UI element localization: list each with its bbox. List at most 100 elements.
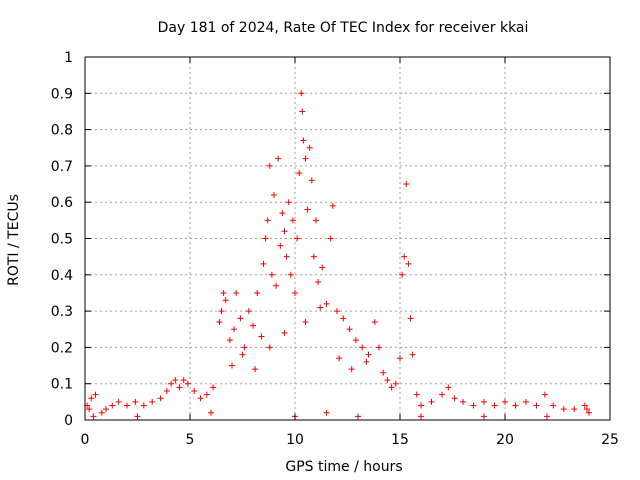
data-point	[392, 380, 399, 387]
data-point	[439, 391, 445, 398]
data-point	[285, 199, 292, 206]
data-point	[203, 391, 210, 398]
data-point	[92, 391, 99, 398]
data-point	[544, 413, 550, 420]
data-point	[336, 355, 343, 362]
y-tick-label: 0.4	[51, 268, 73, 284]
data-point	[163, 387, 170, 394]
data-point	[109, 402, 116, 409]
y-tick-label: 0.5	[51, 232, 73, 248]
data-point	[550, 402, 557, 409]
data-point	[302, 318, 309, 325]
data-point	[176, 384, 183, 391]
data-point	[292, 289, 298, 296]
data-point	[348, 366, 355, 373]
data-point	[172, 377, 179, 384]
data-point	[418, 413, 424, 420]
data-point	[296, 170, 303, 177]
ticks-layer: 0 5 10 15 20 25 0 0.1 0.2 0.3 0.4 0.5 0.6 0.7 0.8 0.9 1	[51, 50, 619, 448]
data-point	[220, 289, 227, 296]
data-point	[268, 271, 275, 278]
y-tick-label: 0.8	[51, 123, 73, 139]
x-axis-label: GPS time / hours	[285, 459, 402, 475]
data-point	[294, 235, 301, 242]
data-point	[401, 253, 408, 260]
data-point	[397, 355, 403, 362]
data-point	[560, 406, 567, 413]
data-point	[266, 344, 273, 351]
data-point	[571, 406, 578, 413]
data-point	[371, 318, 378, 325]
chart-title: Day 181 of 2024, Rate Of TEC Index for r…	[158, 20, 529, 36]
data-point	[365, 351, 372, 358]
data-point	[300, 137, 307, 144]
data-point	[428, 398, 435, 405]
data-point	[346, 326, 353, 333]
data-point	[266, 162, 273, 169]
data-point	[229, 362, 235, 369]
data-point	[308, 177, 315, 184]
data-point	[355, 413, 361, 420]
data-point	[323, 300, 330, 307]
y-tick-label: 0.9	[51, 86, 73, 102]
data-point	[277, 242, 284, 249]
data-point	[273, 282, 280, 289]
data-point	[460, 398, 466, 405]
data-point	[299, 108, 306, 115]
data-point	[252, 366, 259, 373]
data-point	[157, 395, 164, 402]
data-point	[363, 358, 370, 365]
data-point	[306, 144, 313, 151]
data-point	[405, 260, 412, 267]
data-point	[313, 217, 319, 224]
data-point	[98, 409, 105, 416]
data-point	[407, 315, 414, 322]
x-tick-label: 0	[81, 432, 90, 448]
data-point	[359, 344, 366, 351]
data-point	[541, 391, 548, 398]
data-point	[231, 326, 238, 333]
x-tick-label: 25	[601, 432, 619, 448]
x-tick-label: 15	[391, 432, 409, 448]
data-point	[334, 308, 340, 315]
data-point	[216, 318, 223, 325]
data-point	[329, 202, 336, 209]
data-point	[512, 402, 519, 409]
data-point	[103, 406, 109, 413]
data-point	[134, 413, 141, 420]
y-tick-label: 0.7	[51, 159, 73, 175]
data-point	[218, 308, 225, 315]
data-point	[140, 402, 147, 409]
data-point	[191, 387, 198, 394]
data-point	[258, 333, 265, 340]
data-point	[281, 228, 288, 235]
x-tick-label: 10	[286, 432, 304, 448]
y-tick-label: 0.1	[51, 377, 73, 393]
data-point	[388, 384, 395, 391]
data-point	[298, 90, 305, 97]
data-point	[222, 297, 229, 304]
data-point	[237, 315, 244, 322]
data-point	[323, 409, 330, 416]
data-point	[310, 253, 317, 260]
data-point	[132, 398, 139, 405]
data-point	[352, 337, 359, 344]
data-point	[586, 409, 592, 416]
data-point	[279, 210, 286, 217]
data-point	[168, 380, 175, 387]
data-point	[245, 308, 252, 315]
x-tick-label: 20	[496, 432, 514, 448]
y-tick-label: 0.6	[51, 195, 73, 211]
y-tick-label: 0	[64, 413, 73, 429]
data-point	[581, 402, 588, 409]
x-tick-label: 5	[186, 432, 195, 448]
data-point	[533, 402, 540, 409]
data-point	[481, 413, 487, 420]
data-point	[409, 351, 416, 358]
data-point	[90, 413, 97, 420]
data-point	[287, 271, 294, 278]
data-point	[260, 260, 267, 267]
data-point	[149, 398, 156, 405]
data-point	[399, 271, 406, 278]
